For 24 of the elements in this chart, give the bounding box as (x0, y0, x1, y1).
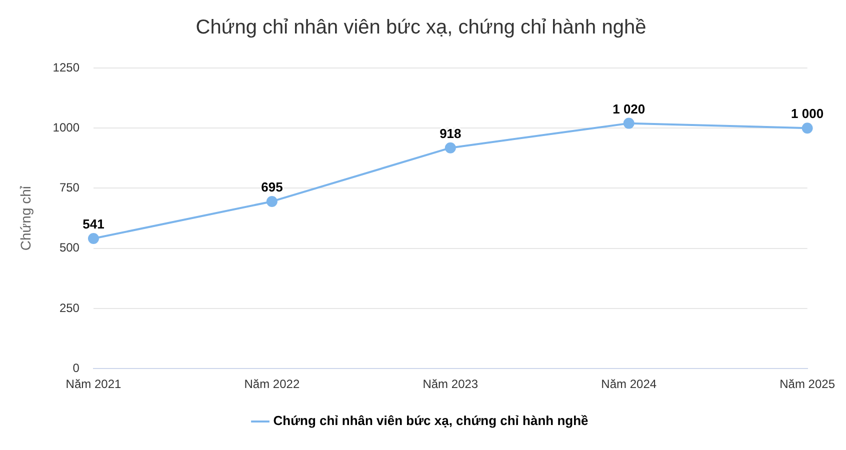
data-label: 695 (261, 180, 283, 195)
y-tick-label: 1250 (52, 60, 80, 74)
data-label: 1 020 (612, 101, 646, 116)
x-tick-label: Năm 2021 (66, 377, 122, 392)
point (802, 122, 813, 134)
y-tick-label: 750 (59, 180, 80, 195)
point (444, 142, 456, 154)
x-tick-label: Năm 2023 (422, 377, 478, 392)
y-tick-label: 500 (59, 240, 80, 255)
x-tick-label: Năm 2022 (244, 377, 300, 392)
chart-title: Chứng chỉ nhân viên bức xạ, chứng chỉ hành nghề (196, 16, 646, 39)
y-tick-label: 0 (72, 360, 80, 375)
data-label: 1 000 (791, 106, 824, 122)
y-tick-label: 1000 (52, 120, 80, 134)
data-label: 918 (440, 126, 462, 141)
y-tick-label: 250 (59, 300, 80, 315)
point (88, 233, 99, 244)
point (266, 196, 278, 207)
x-tick-label: Năm 2025 (780, 377, 836, 392)
point (623, 118, 634, 129)
data-label: 541 (82, 216, 104, 232)
legend-label: Chứng chỉ nhân viên bức xạ, chứng chỉ hành nghề (273, 413, 588, 428)
y-axis-title: Chứng chỉ (17, 185, 34, 251)
x-tick-label: Năm 2024 (601, 377, 657, 392)
